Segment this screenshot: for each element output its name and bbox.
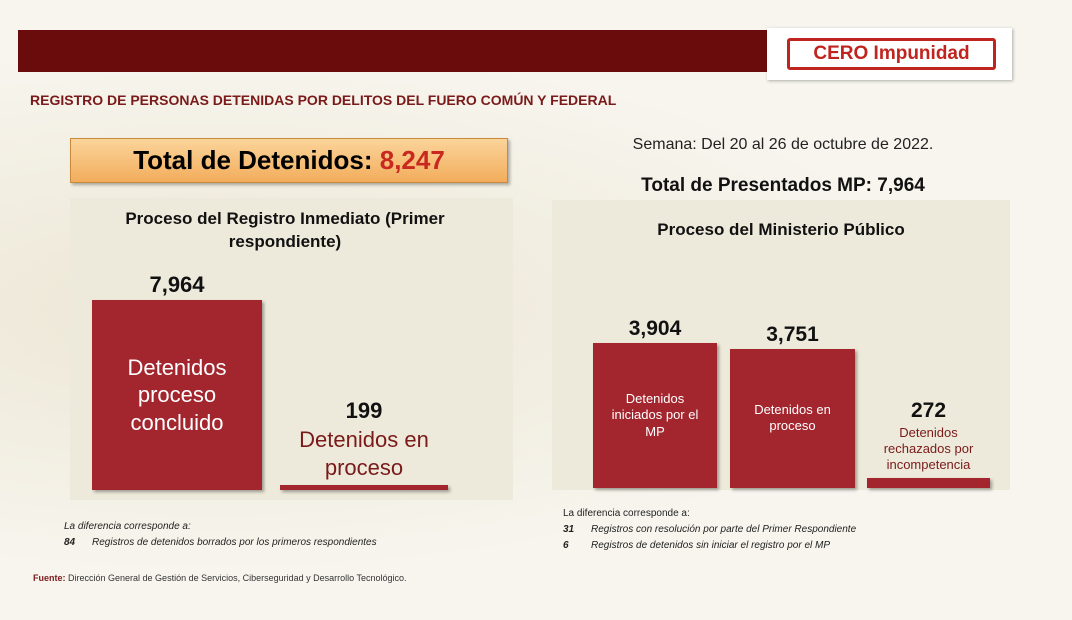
notes: La diferencia corresponde a: 84 Registros… bbox=[64, 519, 377, 551]
value-label: 272 bbox=[910, 398, 947, 422]
page-title: REGISTRO DE PERSONAS DETENIDAS POR DELIT… bbox=[30, 92, 617, 108]
bar bbox=[593, 343, 717, 488]
source-label: Fuente: bbox=[33, 573, 66, 583]
category-label: Detenidos proceso concluido bbox=[127, 354, 227, 435]
bar bbox=[92, 300, 262, 490]
note-text: Registros de detenidos sin iniciar el re… bbox=[591, 540, 830, 551]
logo-box: CERO Impunidad bbox=[767, 28, 1012, 80]
source: Fuente: Dirección General de Gestión de … bbox=[33, 573, 407, 583]
chart-title: Proceso del Registro Inmediato (Primer r… bbox=[125, 209, 445, 251]
total-box: Total de Detenidos: 8,247 bbox=[70, 138, 508, 183]
bar bbox=[867, 477, 990, 488]
category-label: Detenidos rechazados por incompetencia bbox=[883, 424, 974, 473]
value-label: 3,904 bbox=[628, 317, 682, 340]
note-text: Registros de detenidos borrados por los … bbox=[92, 537, 377, 548]
week: Semana: Del 20 al 26 de octubre de 2022. bbox=[632, 136, 934, 153]
value-label: 7,964 bbox=[149, 272, 205, 297]
source-text: Dirección General de Gestión de Servicio… bbox=[68, 573, 407, 583]
chart-title: Proceso del Ministerio Público bbox=[657, 220, 905, 239]
note-count: 6 bbox=[563, 540, 569, 551]
total-value: 8,247 bbox=[379, 145, 445, 175]
total-mp: Total de Presentados MP: 7,964 bbox=[641, 175, 925, 196]
total-label: Total de Detenidos: bbox=[133, 145, 373, 175]
category-label: Detenidos en proceso bbox=[754, 401, 831, 434]
header-bar bbox=[18, 30, 768, 72]
category-label: Detenidos iniciados por el MP bbox=[611, 391, 699, 439]
value-label: 3,751 bbox=[766, 322, 819, 346]
note-count: 31 bbox=[563, 524, 575, 535]
category-label: Detenidos en proceso bbox=[299, 427, 429, 480]
note-count: 84 bbox=[64, 537, 76, 548]
note-title: La diferencia corresponde a: bbox=[563, 508, 690, 519]
notes: La diferencia corresponde a: 31 Registros… bbox=[563, 506, 856, 554]
logo: CERO Impunidad bbox=[787, 38, 996, 70]
value-label: 199 bbox=[345, 398, 383, 424]
note-text: Registros con resolución por parte del P… bbox=[591, 524, 857, 535]
bar bbox=[730, 348, 855, 488]
note-title: La diferencia corresponde a: bbox=[64, 521, 191, 532]
bar bbox=[280, 485, 448, 490]
